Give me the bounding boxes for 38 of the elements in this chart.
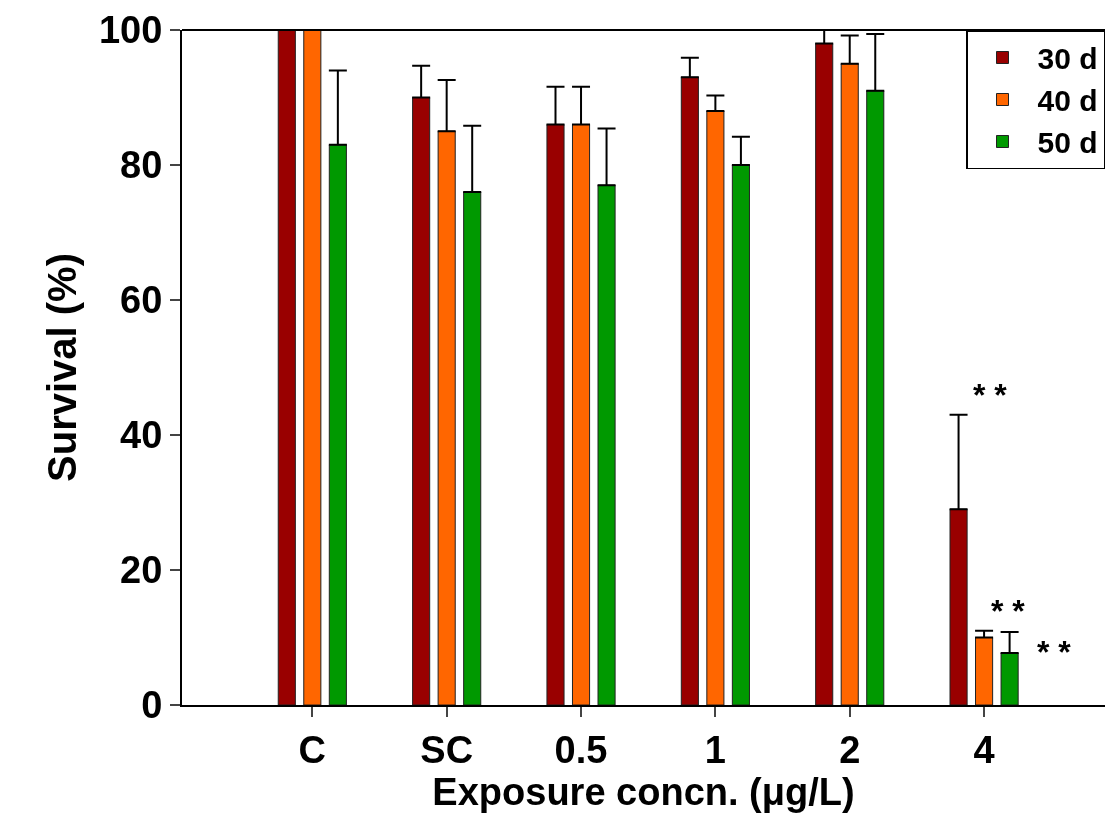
y-tick-label: 60 xyxy=(120,279,163,322)
bar xyxy=(463,191,482,705)
y-tick-label: 80 xyxy=(120,144,163,187)
y-tick-label: 40 xyxy=(120,414,163,457)
bar xyxy=(731,164,750,705)
legend-label: 50 d xyxy=(1037,126,1098,160)
bar xyxy=(680,76,699,705)
annotation: * * xyxy=(973,377,1008,413)
bar xyxy=(437,130,456,705)
bar xyxy=(571,124,591,705)
bar xyxy=(866,90,885,705)
x-tick-label: C xyxy=(298,728,327,771)
x-tick-label: 2 xyxy=(839,728,861,771)
x-tick-label: 4 xyxy=(973,728,995,771)
annotation: * * xyxy=(991,593,1026,629)
bar xyxy=(328,144,347,705)
y-tick-label: 20 xyxy=(120,549,163,592)
annotation: * * xyxy=(1037,634,1072,670)
bar xyxy=(597,184,616,705)
bar xyxy=(277,30,296,705)
y-axis-title: Survival (%) xyxy=(39,253,84,482)
bar xyxy=(1000,652,1019,705)
bar xyxy=(815,43,834,705)
bar xyxy=(949,508,968,705)
bar xyxy=(546,124,565,705)
x-tick-label: 0.5 xyxy=(554,728,608,771)
bar xyxy=(303,30,322,705)
x-axis-title: Exposure concn. (μg/L) xyxy=(432,770,855,813)
x-tick-label: 1 xyxy=(704,728,726,771)
legend-label: 40 d xyxy=(1037,84,1098,118)
bar xyxy=(975,637,994,705)
x-tick-label: SC xyxy=(420,728,474,771)
bar xyxy=(840,63,859,705)
y-tick-label: 100 xyxy=(98,9,163,52)
y-tick-label: 0 xyxy=(141,684,163,727)
legend-label: 30 d xyxy=(1037,42,1098,76)
bar xyxy=(412,97,431,705)
bar xyxy=(706,110,725,705)
